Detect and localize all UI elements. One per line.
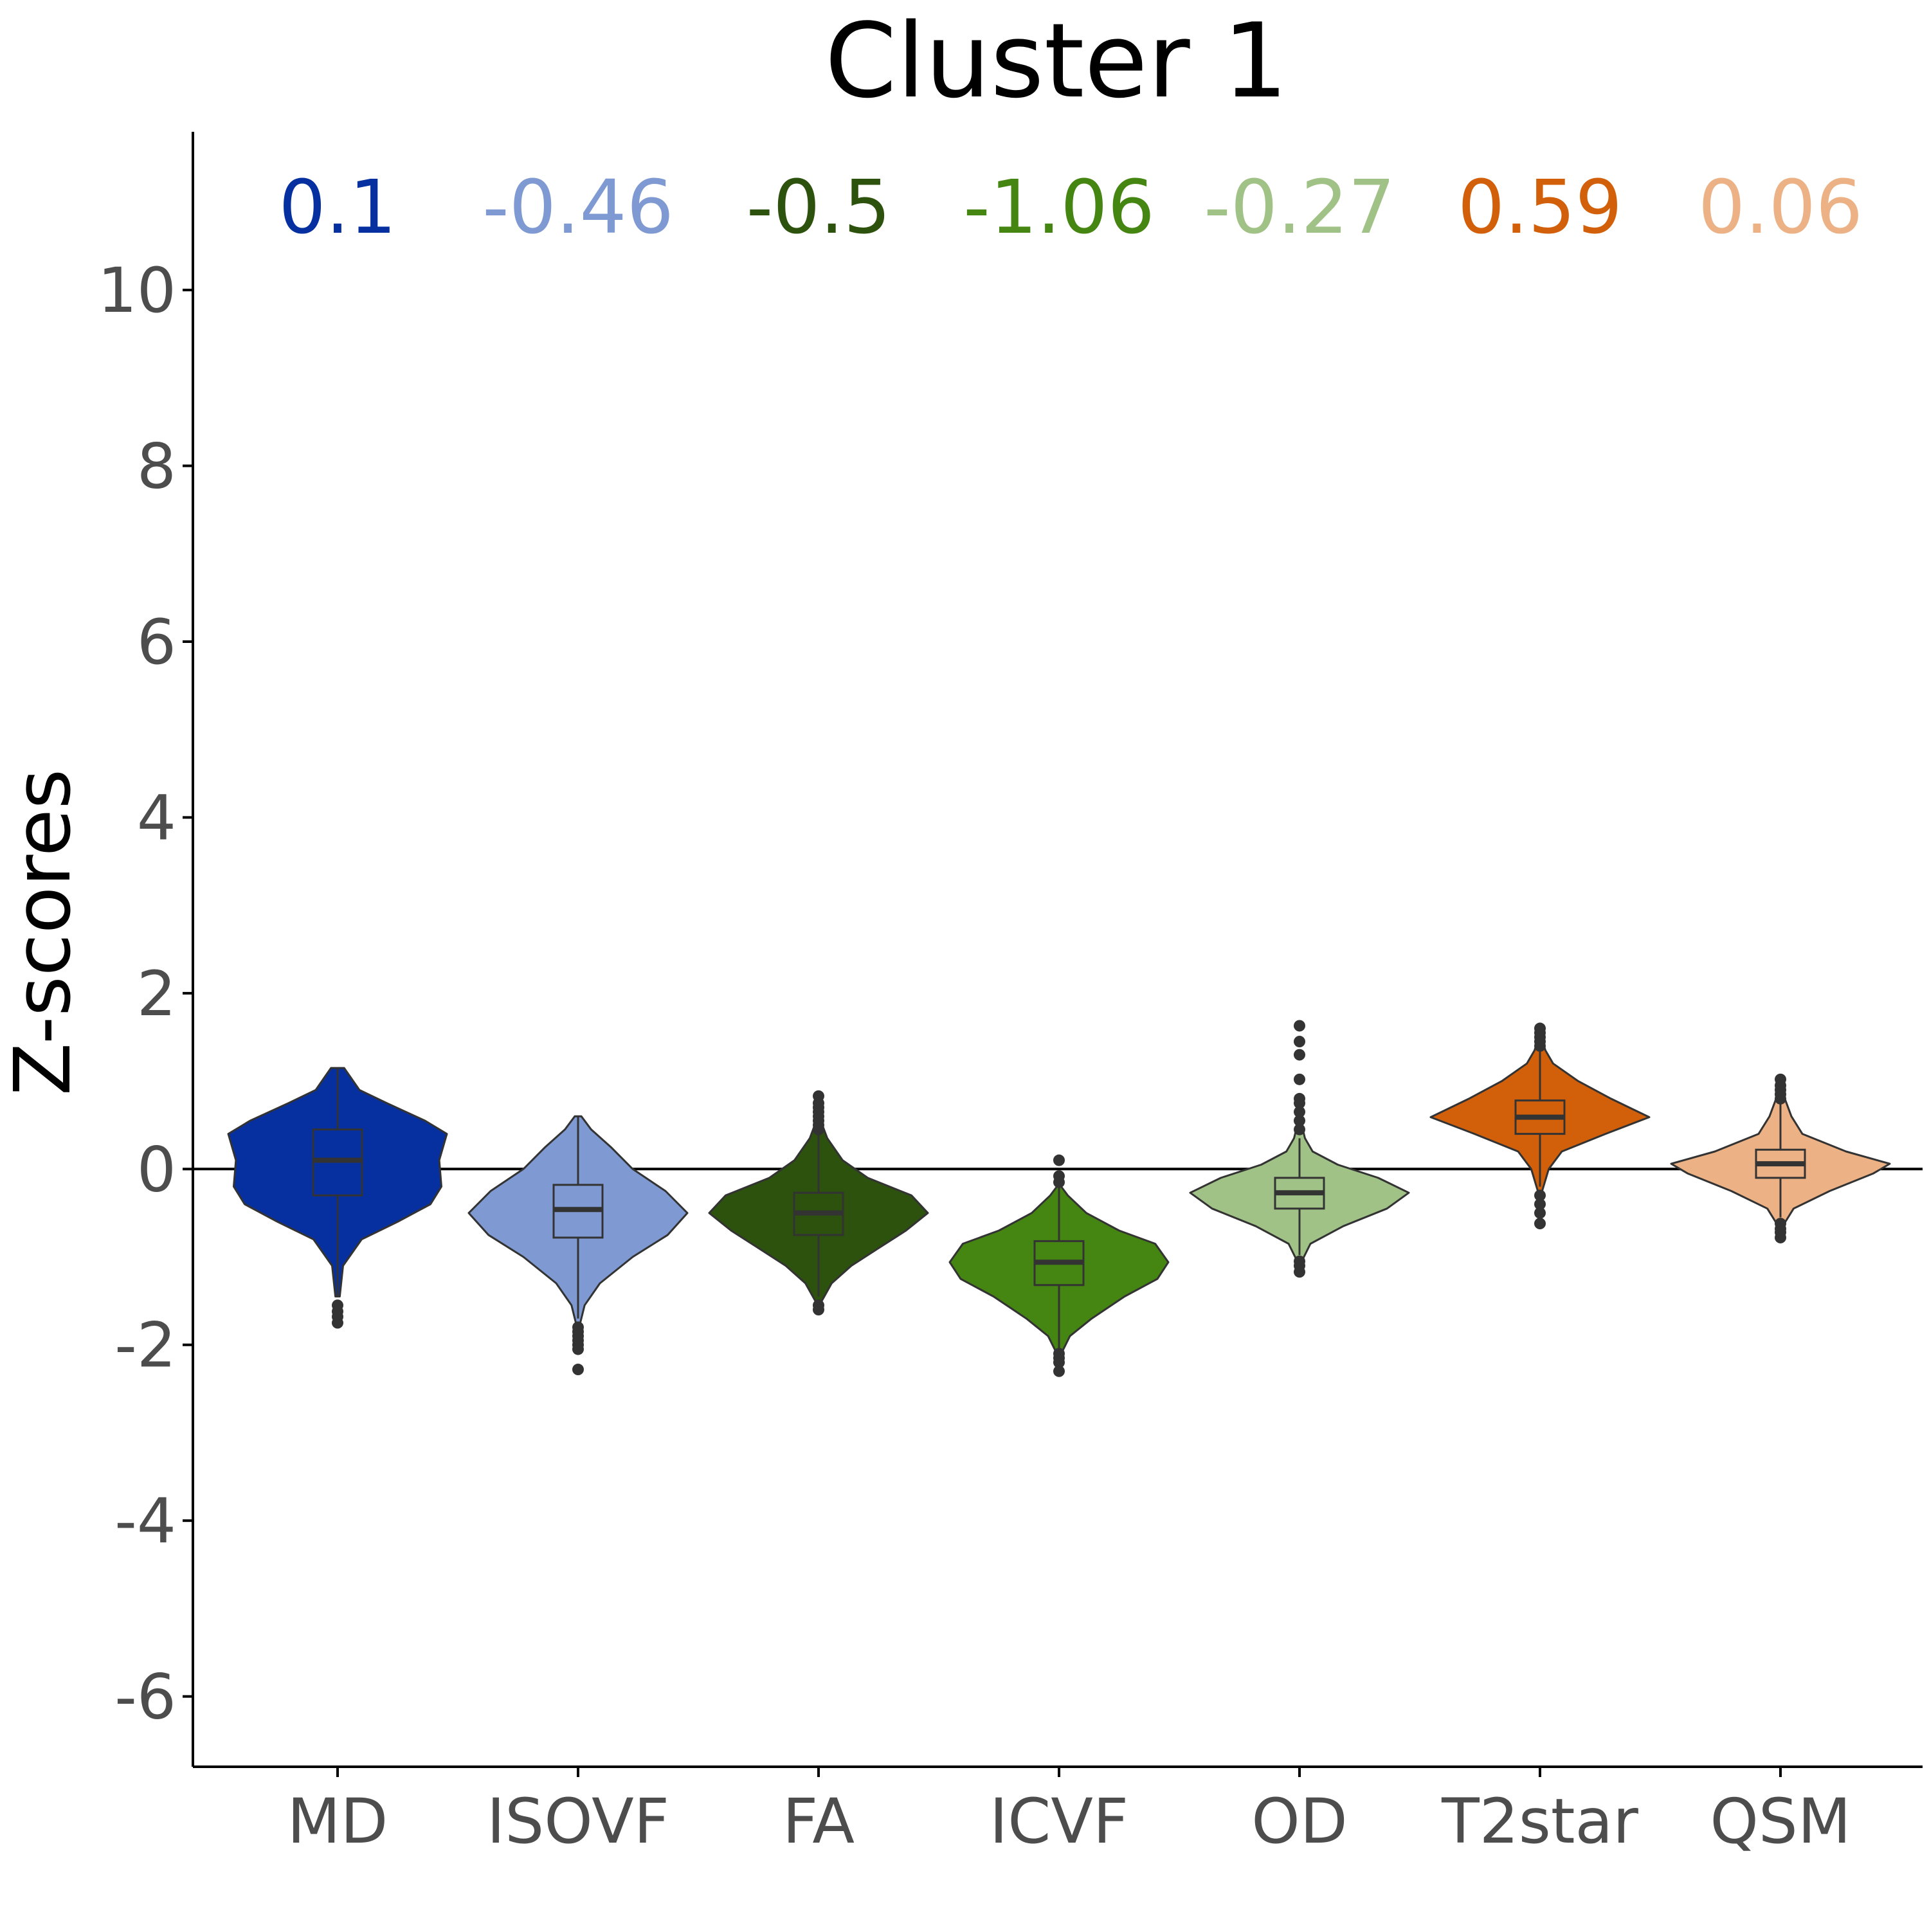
outlier-point — [1534, 1198, 1546, 1210]
outlier-point — [1294, 1073, 1305, 1085]
mean-label: 0.06 — [1698, 165, 1863, 251]
outlier-point — [1534, 1189, 1546, 1202]
outlier-point — [332, 1317, 343, 1329]
outlier-point — [813, 1304, 824, 1316]
y-tick-label: 6 — [137, 606, 176, 678]
mean-label: -1.06 — [963, 165, 1155, 251]
outlier-point — [1053, 1170, 1065, 1182]
x-tick-label: QSM — [1710, 1785, 1851, 1857]
outlier-point — [1294, 1036, 1305, 1048]
outlier-point — [1294, 1049, 1305, 1061]
y-tick-label: -2 — [114, 1310, 176, 1382]
y-axis-label: Z-scores — [0, 769, 88, 1096]
outlier-point — [1053, 1365, 1065, 1377]
outlier-point — [1294, 1092, 1305, 1105]
x-tick-label: ISOVF — [487, 1785, 669, 1857]
mean-label: -0.46 — [482, 165, 674, 251]
y-tick-label: 2 — [137, 958, 176, 1030]
outlier-point — [813, 1090, 824, 1102]
y-tick-label: -4 — [114, 1485, 176, 1557]
outlier-point — [1534, 1022, 1546, 1034]
mean-label: 0.59 — [1458, 165, 1622, 251]
outlier-point — [572, 1364, 584, 1376]
y-tick-label: -6 — [114, 1661, 176, 1733]
outlier-point — [1534, 1207, 1546, 1219]
outlier-point — [1294, 1020, 1305, 1032]
outlier-point — [1534, 1218, 1546, 1230]
y-tick-label: 0 — [137, 1133, 176, 1205]
outlier-point — [1294, 1266, 1305, 1278]
chart-title: Cluster 1 — [825, 1, 1289, 121]
y-tick-label: 10 — [98, 255, 176, 327]
outlier-point — [572, 1343, 584, 1355]
outlier-point — [1294, 1123, 1305, 1135]
x-tick-label: ICVF — [990, 1785, 1128, 1857]
x-tick-label: FA — [783, 1785, 855, 1857]
x-tick-label: OD — [1251, 1785, 1347, 1857]
y-tick-label: 8 — [137, 431, 176, 503]
mean-label: -0.5 — [747, 165, 891, 251]
x-tick-label: T2star — [1441, 1785, 1638, 1857]
outlier-point — [1053, 1154, 1065, 1166]
plot-area: -6 -4 -2 0 2 4 6 8 10 MD ISOVF FA ICVF OD T2star QSM 0.1… — [98, 132, 1923, 1857]
outlier-point — [1775, 1231, 1786, 1243]
outlier-point — [1775, 1073, 1786, 1085]
outlier-point — [1053, 1357, 1065, 1369]
y-tick-label: 4 — [137, 782, 176, 854]
x-tick-label: MD — [287, 1785, 388, 1857]
outlier-point — [1294, 1115, 1305, 1127]
outlier-point — [1294, 1106, 1305, 1118]
mean-label: 0.1 — [279, 165, 397, 251]
mean-label: -0.27 — [1204, 165, 1395, 251]
